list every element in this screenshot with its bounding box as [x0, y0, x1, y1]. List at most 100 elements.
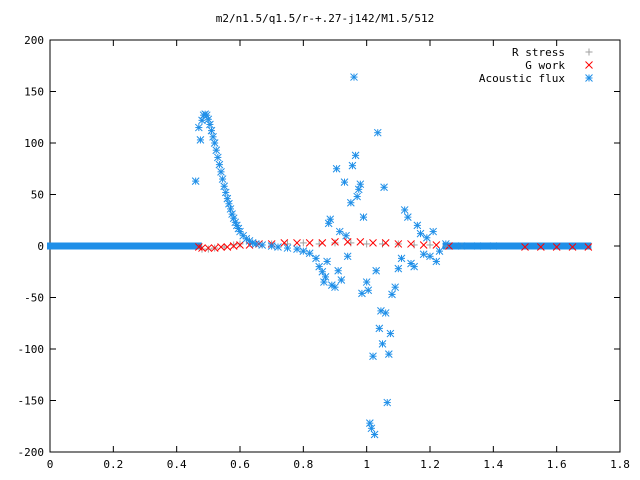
data-point	[521, 243, 529, 251]
data-point	[407, 240, 415, 248]
data-point	[230, 241, 238, 249]
data-point	[204, 115, 213, 124]
data-point	[457, 242, 466, 250]
data-point	[432, 257, 441, 266]
data-point	[410, 262, 419, 271]
data-point	[210, 139, 219, 147]
data-point	[331, 238, 339, 246]
acoustic-flux-baseline	[442, 242, 592, 250]
data-point	[381, 309, 390, 317]
series-g-work	[194, 238, 593, 252]
data-point	[381, 239, 390, 247]
data-point	[274, 243, 282, 251]
series-acoustic-flux	[191, 73, 498, 439]
y-tick-label: -50	[24, 292, 44, 305]
data-point	[346, 198, 355, 207]
data-point	[350, 73, 358, 81]
data-point	[209, 132, 217, 141]
data-point	[365, 419, 374, 428]
data-point	[220, 243, 228, 251]
legend-marker	[585, 61, 593, 69]
data-point	[293, 245, 301, 253]
y-tick-label: -100	[18, 343, 45, 356]
y-tick-label: 150	[24, 86, 44, 99]
y-tick-label: 100	[24, 137, 44, 150]
data-point	[213, 153, 222, 162]
data-point	[215, 160, 224, 169]
data-point	[378, 339, 387, 348]
data-point	[217, 243, 225, 251]
data-point	[191, 177, 200, 185]
data-point	[204, 245, 212, 253]
data-point	[394, 264, 403, 273]
data-point	[283, 244, 292, 252]
data-point	[299, 239, 307, 247]
data-point	[343, 252, 352, 261]
data-point	[207, 126, 216, 135]
data-point	[413, 221, 422, 230]
data-point	[391, 283, 400, 292]
data-point	[373, 128, 382, 137]
data-point	[305, 249, 314, 258]
x-tick-label: 1.6	[547, 458, 567, 471]
data-point	[426, 252, 434, 261]
data-point	[435, 247, 444, 256]
x-tick-label: 0.6	[230, 458, 250, 471]
data-point	[552, 243, 561, 251]
data-point	[419, 250, 428, 259]
data-point	[369, 352, 377, 361]
data-point	[358, 289, 366, 298]
legend-label: R stress	[512, 46, 565, 59]
data-point	[312, 254, 320, 263]
data-point	[584, 243, 593, 251]
data-point	[267, 242, 276, 250]
data-point	[384, 350, 393, 359]
data-point	[226, 205, 235, 213]
data-point	[198, 244, 206, 252]
data-point	[403, 213, 412, 222]
data-point	[334, 266, 343, 275]
data-point	[340, 178, 349, 186]
data-point	[419, 241, 428, 249]
chart-marks	[47, 73, 593, 439]
data-point	[372, 266, 381, 275]
x-tick-label: 0.2	[103, 458, 123, 471]
chart-title: m2/n1.5/q1.5/r-+.27-j142/M1.5/512	[216, 12, 435, 25]
data-point	[363, 240, 371, 248]
data-point	[221, 188, 230, 197]
data-point	[489, 242, 498, 250]
x-tick-label: 0.8	[293, 458, 313, 471]
y-tick-label: 0	[37, 240, 44, 253]
data-point	[364, 286, 373, 295]
data-point	[343, 238, 352, 246]
data-point	[204, 244, 213, 252]
data-point	[223, 194, 232, 203]
data-point	[320, 278, 328, 286]
x-tick-label: 1.4	[483, 458, 503, 471]
data-point	[206, 120, 214, 129]
data-point	[217, 167, 225, 176]
data-point	[432, 241, 441, 249]
data-point	[242, 234, 251, 243]
data-point	[236, 227, 244, 236]
data-point	[210, 244, 219, 252]
y-tick-label: 200	[24, 34, 44, 47]
data-point	[299, 247, 308, 256]
data-point	[332, 164, 341, 173]
acoustic-flux-baseline	[47, 242, 202, 250]
y-tick-label: -150	[18, 395, 45, 408]
x-tick-label: 0.4	[167, 458, 187, 471]
data-point	[536, 243, 545, 251]
data-point	[198, 116, 206, 125]
data-point	[400, 206, 409, 214]
data-point	[220, 182, 229, 191]
data-point	[473, 242, 482, 250]
data-point	[218, 175, 227, 183]
data-point	[380, 183, 388, 192]
data-point	[388, 290, 396, 299]
data-point	[196, 136, 205, 144]
y-tick-label: 50	[31, 189, 44, 202]
x-tick-label: 1.2	[420, 458, 440, 471]
data-point	[236, 241, 244, 249]
